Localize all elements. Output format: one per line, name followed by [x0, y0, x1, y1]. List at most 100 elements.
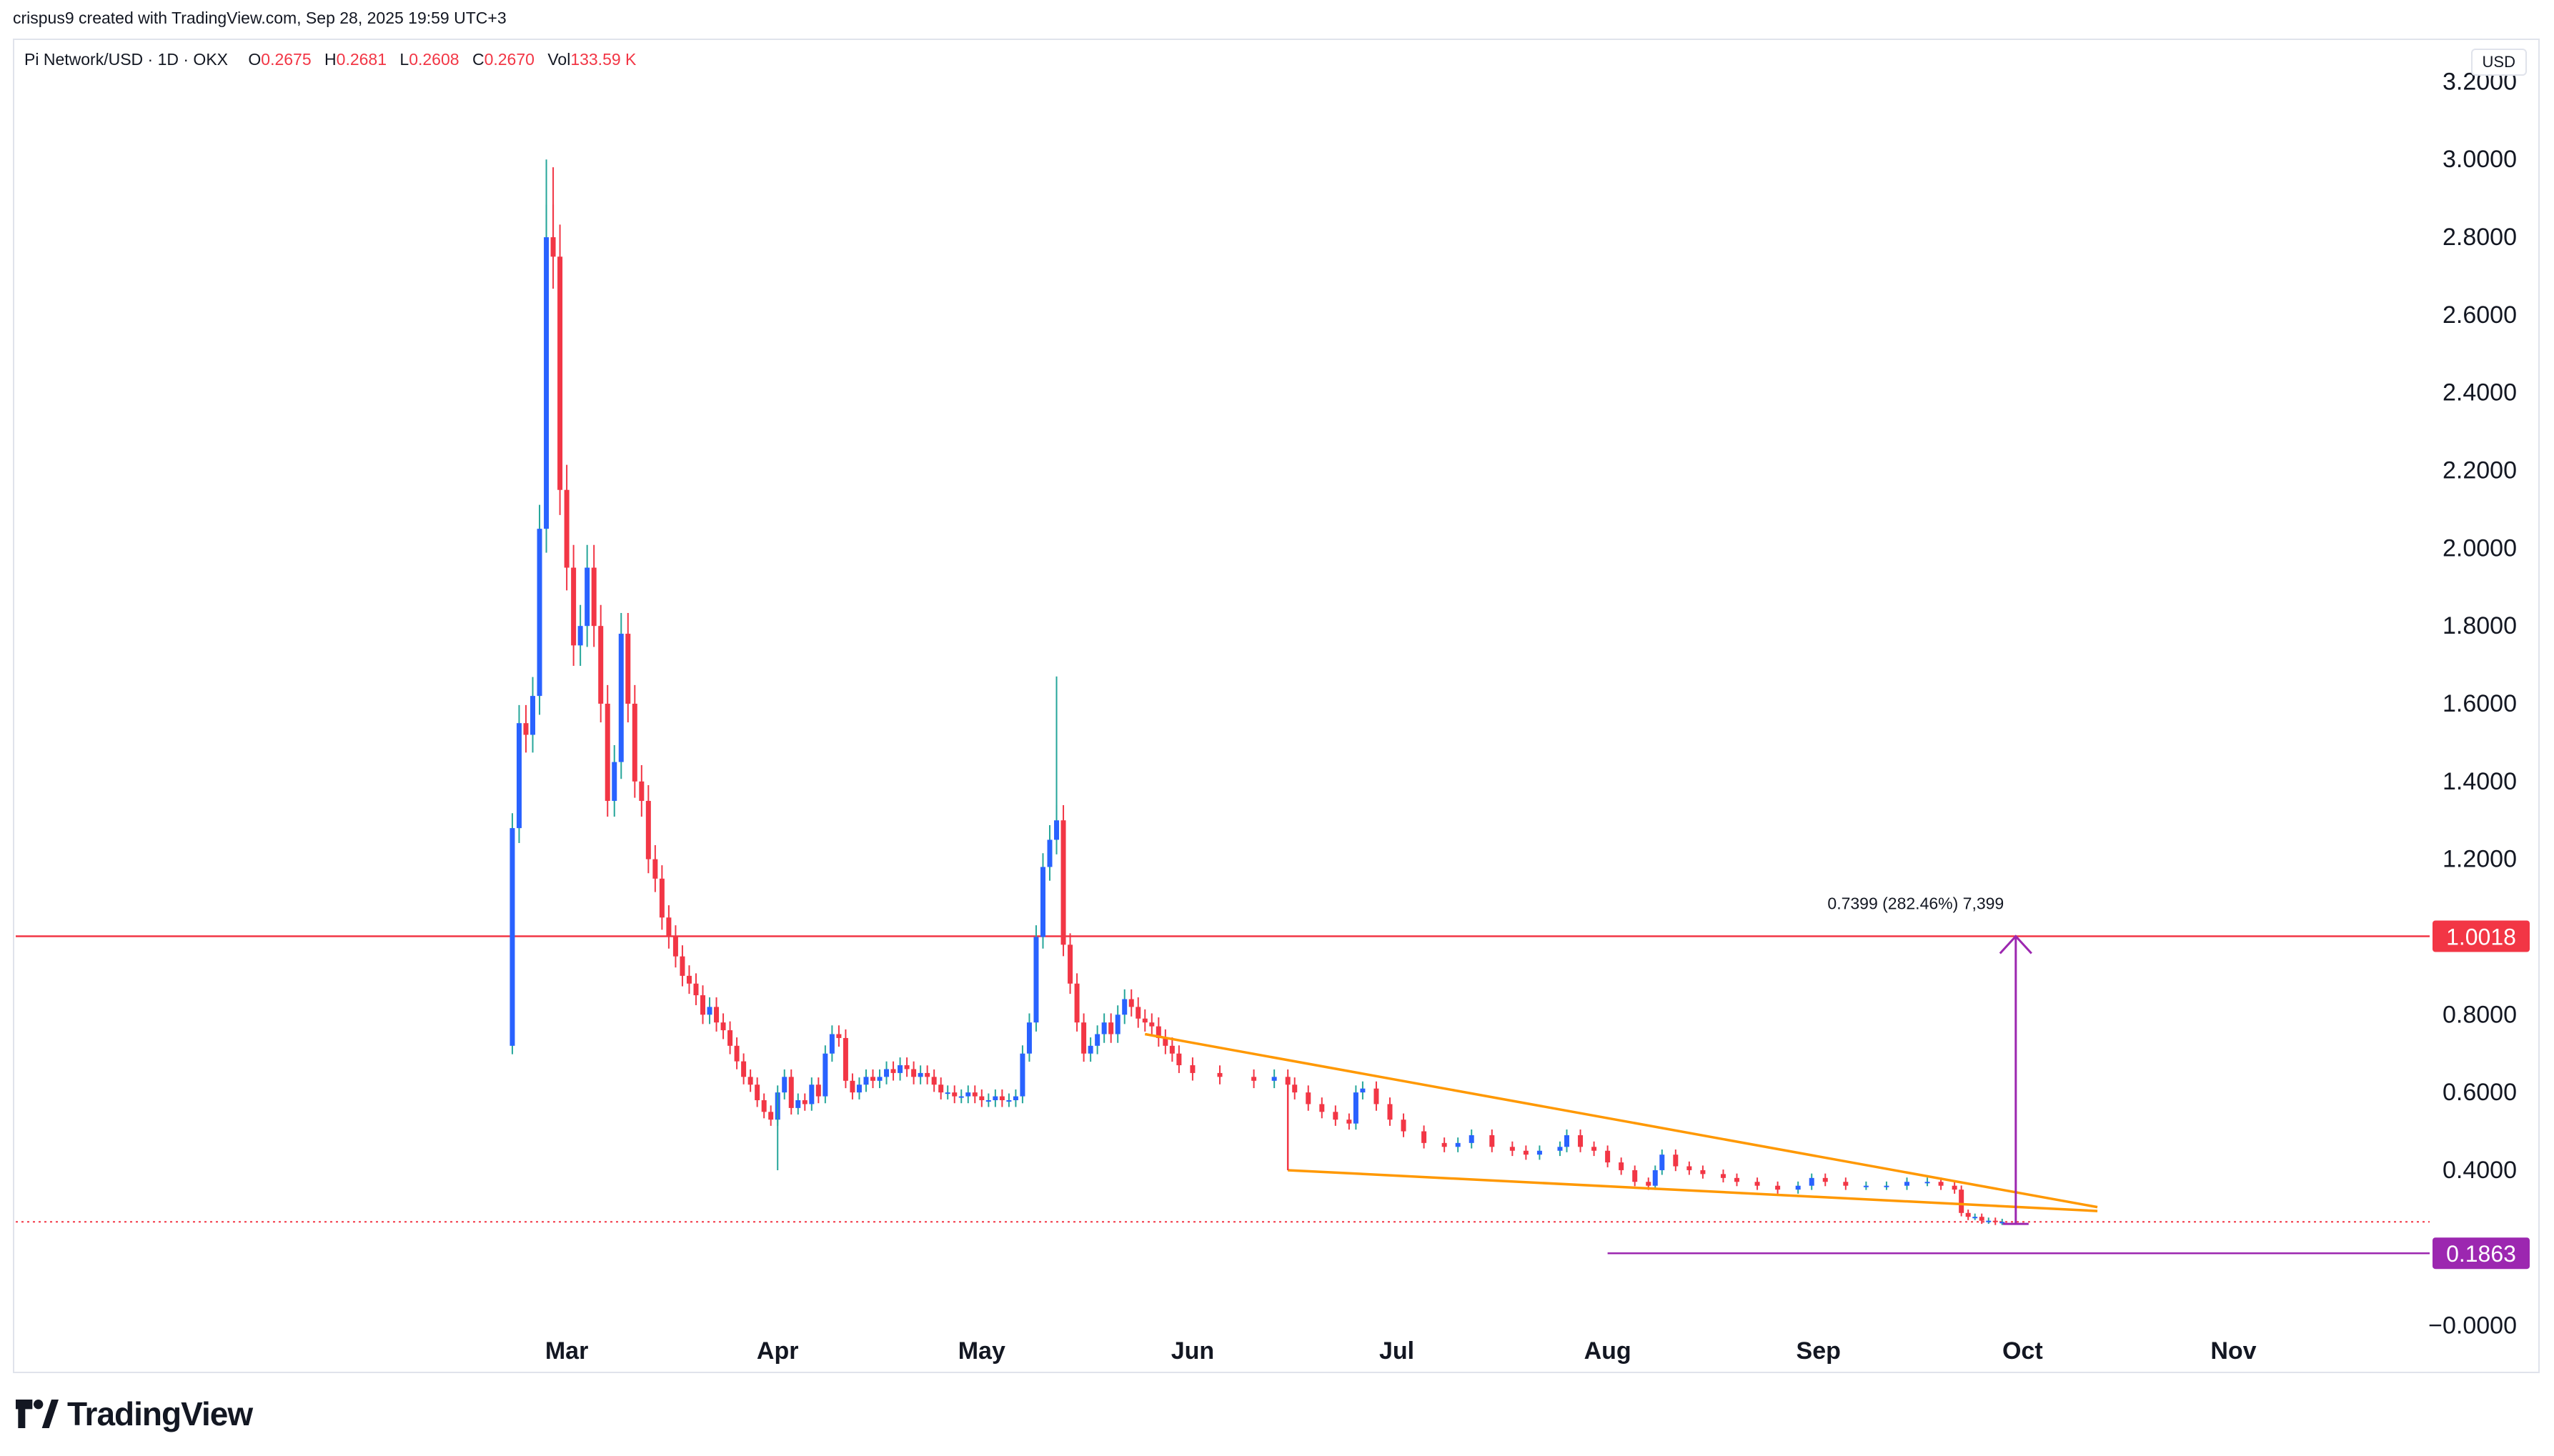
- candle-body: [1523, 1150, 1529, 1155]
- candle-body: [1353, 1092, 1358, 1124]
- low-label: L: [399, 50, 409, 69]
- candle-body: [802, 1100, 808, 1105]
- candle-body: [1843, 1182, 1849, 1186]
- candle-body: [972, 1092, 978, 1097]
- open-value: 0.2675: [261, 50, 312, 69]
- candle-body: [823, 1053, 828, 1097]
- candle-body: [985, 1100, 991, 1102]
- x-tick-label: Oct: [2002, 1337, 2043, 1365]
- candle-body: [1822, 1177, 1828, 1182]
- candles: [510, 159, 2005, 1225]
- candle-body: [585, 567, 590, 627]
- tradingview-logo-icon: [16, 1400, 59, 1428]
- symbol-legend: Pi Network/USD · 1D · OKX O0.2675 H0.268…: [24, 50, 636, 69]
- y-tick-label: 2.0000: [2443, 534, 2517, 562]
- candle-body: [931, 1077, 937, 1085]
- candle-body: [1536, 1150, 1542, 1155]
- candle-body: [1455, 1142, 1461, 1147]
- candle-body: [768, 1112, 774, 1120]
- candle-body: [1972, 1217, 1978, 1219]
- candle-body: [1040, 867, 1045, 937]
- candle-body: [1149, 1022, 1155, 1027]
- currency-button[interactable]: USD: [2470, 49, 2527, 76]
- candle-body: [1387, 1104, 1393, 1120]
- candle-body: [829, 1034, 835, 1054]
- candle-body: [1026, 1022, 1032, 1054]
- candle-body: [1101, 1022, 1107, 1034]
- high-label: H: [324, 50, 337, 69]
- candle-body: [1136, 1007, 1141, 1019]
- candle-body: [1652, 1170, 1658, 1186]
- y-tick-label: 1.4000: [2443, 768, 2517, 795]
- candle-body: [1557, 1147, 1563, 1151]
- candle-body: [1924, 1182, 1930, 1184]
- candle-body: [639, 781, 645, 802]
- annotation-lines: [16, 935, 2430, 1255]
- candle-body: [672, 937, 678, 957]
- candle-body: [1686, 1166, 1692, 1170]
- credit-line: crispus9 created with TradingView.com, S…: [13, 9, 507, 27]
- candle-body: [856, 1084, 862, 1093]
- x-tick-label: Sep: [1797, 1337, 1841, 1365]
- candle-body: [945, 1092, 950, 1095]
- candle-body: [1142, 1018, 1148, 1023]
- candle-body: [1959, 1190, 1964, 1213]
- candle-body: [686, 975, 692, 984]
- candle-body: [815, 1084, 821, 1097]
- candle-body: [680, 956, 685, 976]
- candle-body: [1700, 1170, 1706, 1175]
- candle-body: [1176, 1053, 1182, 1066]
- candle-body: [1809, 1177, 1814, 1186]
- candle-body: [516, 723, 522, 829]
- candle-body: [598, 626, 604, 704]
- x-tick-label: Aug: [1584, 1337, 1631, 1365]
- x-tick-label: May: [958, 1337, 1005, 1365]
- wedge-lower-line: [1288, 1169, 2098, 1212]
- candle-body: [564, 489, 570, 568]
- candle-body: [843, 1037, 848, 1081]
- y-tick-label: 1.2000: [2443, 846, 2517, 873]
- y-tick-label: 0.4000: [2443, 1157, 2517, 1184]
- candle-body: [1401, 1120, 1406, 1132]
- symbol-name: Pi Network/USD · 1D · OKX: [24, 50, 228, 69]
- candle-body: [1720, 1174, 1726, 1178]
- candle-body: [898, 1065, 903, 1073]
- candle-body: [1251, 1077, 1257, 1081]
- candle-body: [904, 1065, 910, 1069]
- y-tick-label: 3.0000: [2443, 146, 2517, 173]
- candle-body: [1128, 999, 1134, 1007]
- open-label: O: [248, 50, 262, 69]
- brand-name: TradingView: [67, 1395, 253, 1432]
- candle-body: [591, 567, 597, 627]
- candle-body: [1632, 1170, 1638, 1182]
- candle-body: [965, 1092, 971, 1097]
- x-tick-label: Mar: [545, 1337, 588, 1365]
- candle-body: [1564, 1135, 1570, 1147]
- candle-body: [1992, 1220, 1998, 1222]
- candle-body: [1292, 1084, 1298, 1093]
- candle-body: [1306, 1092, 1311, 1105]
- candle-body: [1054, 820, 1060, 840]
- candle-body: [1734, 1177, 1740, 1182]
- candle-body: [659, 878, 665, 918]
- y-tick-label: 2.4000: [2443, 379, 2517, 407]
- resistance-price-badge: 1.0018: [2446, 924, 2516, 949]
- candle-body: [693, 983, 699, 996]
- candle-body: [1673, 1155, 1679, 1167]
- brand: TradingView: [16, 1395, 253, 1433]
- candle-body: [1020, 1053, 1025, 1097]
- candle-body: [1088, 1045, 1093, 1054]
- candle-body: [1489, 1135, 1495, 1147]
- high-value: 0.2681: [336, 50, 387, 69]
- candle-body: [652, 859, 658, 879]
- chart-frame[interactable]: [13, 39, 2540, 1373]
- candle-body: [1068, 944, 1073, 984]
- candle-body: [1441, 1142, 1447, 1147]
- candle-body: [1795, 1185, 1801, 1190]
- candle-body: [618, 634, 624, 762]
- candle-body: [1095, 1034, 1100, 1046]
- candle-body: [1047, 839, 1053, 867]
- candle-body: [1999, 1222, 2005, 1224]
- candle-body: [1775, 1185, 1781, 1190]
